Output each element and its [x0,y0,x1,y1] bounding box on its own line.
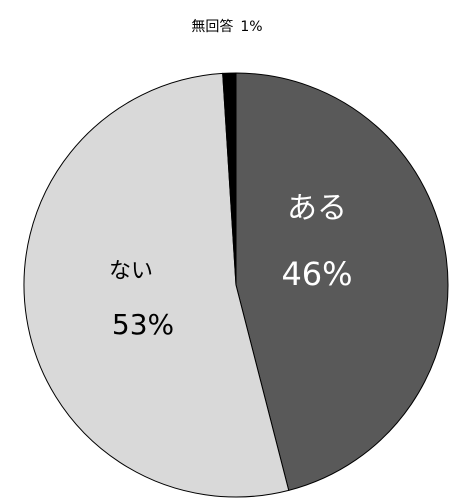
pie-slice-3 [222,72,237,286]
slice-1-value-label: 46% [281,255,352,293]
pie-labels: ある 46% ない 53% 無回答 1% [109,18,353,341]
pie-slice-1 [235,72,449,491]
slice-3-callout-label: 無回答 1% [191,18,262,35]
slice-2-value-label: 53% [112,308,174,341]
pie-slice-2 [23,72,290,498]
slice-2-name-label: ない [109,259,153,284]
pie-slices [23,72,449,498]
slice-1-name-label: ある [287,191,347,226]
